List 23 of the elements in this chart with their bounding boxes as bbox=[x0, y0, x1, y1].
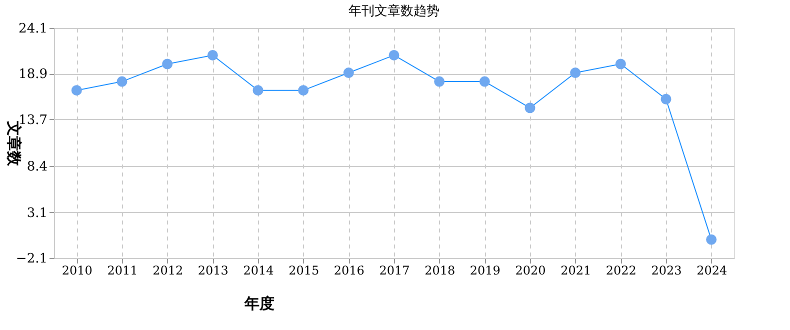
chart-title: 年刊文章数趋势 bbox=[348, 4, 440, 19]
x-tick-label: 2016 bbox=[334, 264, 364, 278]
x-tick-label: 2014 bbox=[243, 264, 274, 278]
y-tick-label: 18.9 bbox=[18, 67, 48, 82]
x-tick-label: 2015 bbox=[288, 264, 320, 278]
x-tick-label: 2024 bbox=[696, 264, 728, 278]
y-axis-title: 文章数 bbox=[4, 120, 23, 167]
y-tick-label: 3.1 bbox=[26, 206, 48, 221]
x-tick-label: 2020 bbox=[515, 264, 546, 278]
x-tick-label: 2019 bbox=[470, 264, 500, 278]
x-axis-title: 年度 bbox=[244, 294, 274, 312]
x-tick-label: 2023 bbox=[651, 264, 682, 278]
x-tick-label: 2017 bbox=[379, 264, 410, 278]
x-tick-label: 2022 bbox=[606, 264, 636, 278]
x-tick-label: 2021 bbox=[560, 264, 592, 278]
x-tick-label: 2012 bbox=[152, 264, 184, 278]
x-tick-label: 2010 bbox=[62, 264, 92, 278]
x-tick-label: 2011 bbox=[107, 264, 138, 278]
x-tick-label: 2013 bbox=[198, 264, 228, 278]
y-tick-label: −2.1 bbox=[16, 252, 48, 266]
x-tick-label: 2018 bbox=[424, 264, 456, 278]
y-tick-label: 8.4 bbox=[26, 159, 48, 174]
y-tick-label: 24.1 bbox=[18, 22, 48, 36]
